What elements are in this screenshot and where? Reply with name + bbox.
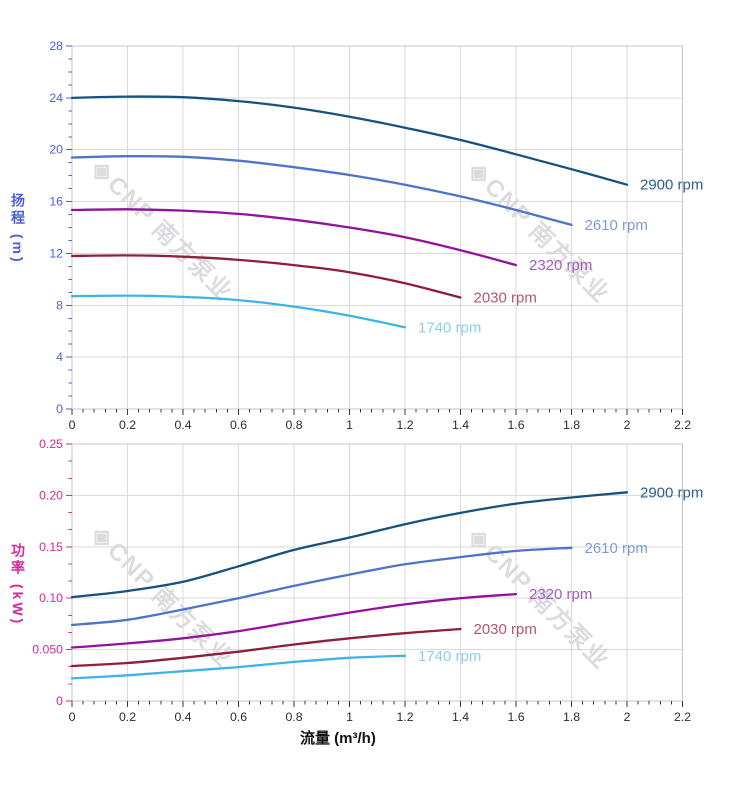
head-chart: 0 0.2 0.4 0.6 0.8 1 1.2 1.4 1.6 1.8 2 2.2 0 4 8 12 16 20 2… [49,39,703,432]
head-x-ticks [71,409,683,415]
curve-power-2610-rpm [70,546,573,627]
curve-label-power-2030-rpm: 2030 rpm [474,621,537,638]
curve-label-power-2320-rpm: 2320 rpm [529,586,592,603]
curve-head-2030-rpm [70,254,462,299]
svg-text:0: 0 [56,694,63,708]
head-x-tick-labels: 0 0.2 0.4 0.6 0.8 1 1.2 1.4 1.6 1.8 2 2.2 [69,418,692,432]
svg-text:0: 0 [56,402,63,416]
svg-text:1.6: 1.6 [507,710,524,724]
svg-text:28: 28 [49,39,63,53]
svg-text:1.2: 1.2 [396,418,413,432]
svg-text:20: 20 [49,143,63,157]
svg-text:1.2: 1.2 [396,710,413,724]
svg-text:2: 2 [624,418,631,432]
curve-head-1740-rpm [70,294,407,329]
svg-text:2: 2 [624,710,631,724]
curve-head-2900-rpm [70,95,629,186]
svg-text:4: 4 [56,350,63,364]
svg-text:0.6: 0.6 [230,710,247,724]
svg-text:0.2: 0.2 [119,710,136,724]
svg-text:0.050: 0.050 [32,643,63,657]
power-plot-border [71,443,683,702]
curve-head-2610-rpm [70,155,573,227]
svg-text:0: 0 [69,418,76,432]
svg-text:0.6: 0.6 [230,418,247,432]
curve-label-head-2320-rpm: 2320 rpm [529,257,592,274]
svg-text:0.4: 0.4 [174,418,191,432]
curve-power-1740-rpm [70,654,407,680]
curve-label-head-1740-rpm: 1740 rpm [418,319,481,336]
svg-text:0.10: 0.10 [39,591,63,605]
head-y-tick-labels: 0 4 8 12 16 20 24 28 [49,39,63,416]
svg-text:1.4: 1.4 [452,710,469,724]
svg-text:0.8: 0.8 [285,418,302,432]
svg-text:2.2: 2.2 [674,418,691,432]
curve-label-power-1740-rpm: 1740 rpm [418,648,481,665]
svg-text:16: 16 [49,195,63,209]
head-axis-title: 扬程 (m) [10,193,26,265]
svg-text:0.2: 0.2 [119,418,136,432]
head-y-ticks [66,45,72,410]
flow-axis-title: 流量 (m³/h) [300,730,376,747]
curve-label-head-2030-rpm: 2030 rpm [474,290,537,307]
svg-text:24: 24 [49,91,63,105]
svg-text:12: 12 [49,246,63,260]
svg-text:0.8: 0.8 [285,710,302,724]
svg-text:2.2: 2.2 [674,710,691,724]
svg-text:1: 1 [346,418,353,432]
power-y-ticks [66,443,72,702]
svg-text:0.25: 0.25 [39,437,63,451]
power-x-ticks [71,701,683,707]
curve-label-power-2610-rpm: 2610 rpm [585,540,648,557]
power-chart: 0 0.2 0.4 0.6 0.8 1 1.2 1.4 1.6 1.8 2 2.2 0 0.050 0.10… [32,437,703,724]
power-x-tick-labels: 0 0.2 0.4 0.6 0.8 1 1.2 1.4 1.6 1.8 2 2.2 [69,710,692,724]
curve-label-head-2610-rpm: 2610 rpm [585,217,648,234]
svg-text:0.20: 0.20 [39,488,63,502]
svg-text:1: 1 [346,710,353,724]
svg-text:0.4: 0.4 [174,710,191,724]
svg-text:0: 0 [69,710,76,724]
svg-text:1.8: 1.8 [563,418,580,432]
svg-text:1.8: 1.8 [563,710,580,724]
svg-text:8: 8 [56,298,63,312]
power-y-tick-labels: 0 0.050 0.10 0.15 0.20 0.25 [32,437,63,708]
curve-head-2320-rpm [70,208,518,267]
power-gridlines [71,443,683,702]
curve-power-2900-rpm [70,491,629,599]
svg-text:1.6: 1.6 [507,418,524,432]
svg-text:1.4: 1.4 [452,418,469,432]
power-axis-title: 功率 (kW) [10,543,26,627]
curve-power-2320-rpm [70,592,518,649]
curve-label-power-2900-rpm: 2900 rpm [640,484,703,501]
svg-text:0.15: 0.15 [39,540,63,554]
curve-power-2030-rpm [70,627,462,668]
curve-label-head-2900-rpm: 2900 rpm [640,177,703,194]
